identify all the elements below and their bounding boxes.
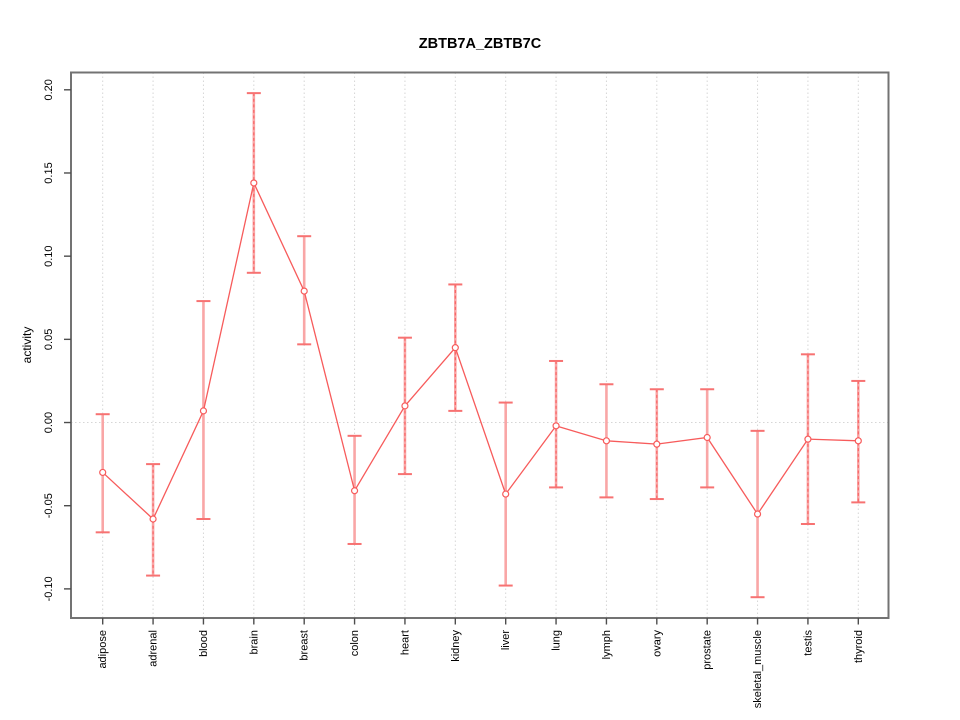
x-tick-label: heart bbox=[399, 630, 411, 655]
y-tick-label: -0.05 bbox=[43, 493, 55, 518]
y-tick-label: 0.05 bbox=[43, 329, 55, 350]
data-point bbox=[350, 487, 359, 495]
y-tick-label: 0.20 bbox=[43, 79, 55, 100]
data-point bbox=[300, 287, 308, 295]
x-tick-label: lymph bbox=[601, 630, 613, 659]
x-tick-label: liver bbox=[500, 630, 512, 651]
y-tick-label: 0.10 bbox=[43, 245, 55, 266]
x-tick-label: adipose bbox=[97, 630, 109, 669]
data-point bbox=[451, 344, 459, 352]
data-point bbox=[753, 510, 762, 518]
data-point bbox=[552, 422, 560, 430]
data-point bbox=[199, 407, 208, 415]
x-tick-label: prostate bbox=[702, 630, 714, 670]
x-tick-label: blood bbox=[198, 630, 210, 657]
x-tick-label: kidney bbox=[450, 630, 462, 662]
y-tick-label: 0.15 bbox=[43, 162, 55, 183]
y-axis-label: activity bbox=[20, 326, 34, 364]
x-tick-label: testis bbox=[802, 630, 814, 656]
x-tick-label: colon bbox=[349, 630, 361, 656]
data-point bbox=[401, 402, 409, 410]
data-point bbox=[99, 468, 107, 477]
plot-border bbox=[70, 71, 890, 619]
x-tick-label: breast bbox=[299, 630, 311, 661]
data-point bbox=[653, 440, 661, 448]
x-tick-label: skeletal_muscle bbox=[752, 630, 764, 708]
x-tick-label: thyroid bbox=[853, 630, 865, 663]
data-point bbox=[602, 437, 611, 445]
chart-title: ZBTB7A_ZBTB7C bbox=[418, 36, 542, 52]
y-tick-label: 0.00 bbox=[43, 412, 55, 433]
x-tick-label: adrenal bbox=[148, 630, 160, 667]
data-point bbox=[250, 179, 258, 187]
data-point bbox=[149, 515, 157, 523]
x-tick-label: brain bbox=[248, 630, 260, 654]
data-point bbox=[703, 433, 711, 442]
data-point bbox=[804, 435, 812, 443]
x-tick-label: lung bbox=[551, 630, 563, 651]
data-point bbox=[854, 437, 862, 445]
data-point bbox=[502, 490, 510, 498]
x-tick-label: ovary bbox=[651, 630, 663, 657]
data-line bbox=[102, 180, 859, 521]
y-tick-label: -0.10 bbox=[43, 576, 55, 601]
